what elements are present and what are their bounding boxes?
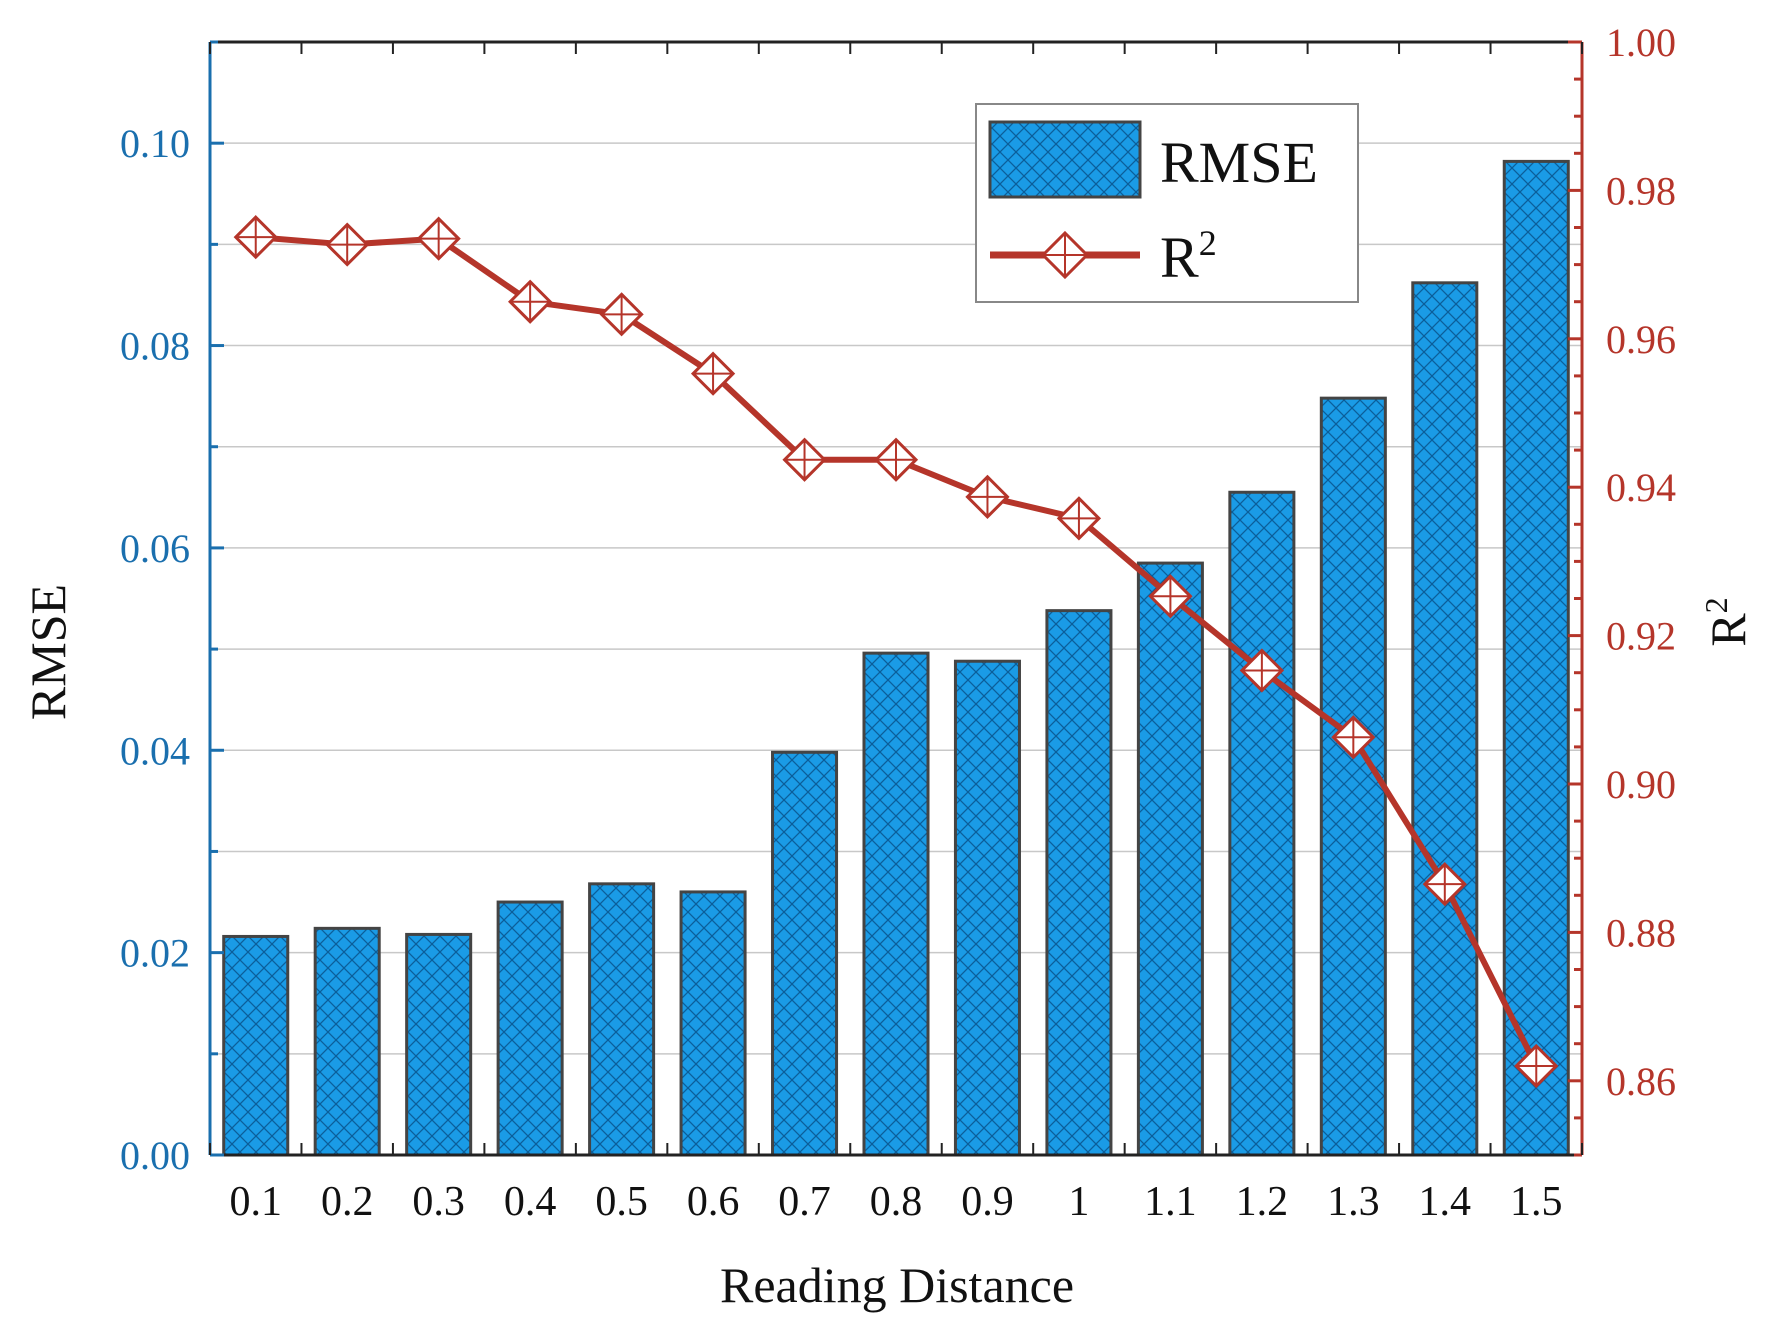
x-axis-label: Reading Distance — [720, 1257, 1074, 1313]
y-right-tick-label: 0.94 — [1606, 465, 1676, 510]
rmse-bar — [771, 750, 839, 1157]
x-tick-label: 0.4 — [504, 1179, 557, 1225]
rmse-bar — [496, 900, 564, 1157]
rmse-bar — [1502, 159, 1570, 1157]
x-tick-label: 1 — [1068, 1179, 1089, 1225]
x-tick-label: 1.1 — [1144, 1179, 1197, 1225]
x-tick-label: 0.2 — [321, 1179, 374, 1225]
y-right-tick-label: 0.88 — [1606, 910, 1676, 955]
legend-rmse-label: RMSE — [1160, 130, 1318, 195]
x-tick-label: 1.4 — [1419, 1179, 1472, 1225]
y-right-tick-label: 0.92 — [1606, 614, 1676, 659]
legend-marker — [1040, 230, 1090, 280]
x-tick-label: 1.5 — [1510, 1179, 1563, 1225]
y-right-tick-label: 1.00 — [1606, 20, 1676, 65]
x-tick-label: 1.2 — [1236, 1179, 1289, 1225]
r2-marker — [1331, 715, 1376, 760]
r2-marker — [873, 437, 919, 482]
y-axis-right-label: R2 — [1698, 597, 1756, 646]
rmse-bar — [1045, 609, 1113, 1157]
y-left-tick-label: 0.06 — [120, 526, 190, 571]
y-left-tick-label: 0.02 — [120, 931, 190, 976]
rmse-bars — [222, 159, 1570, 1157]
r2-marker — [690, 351, 736, 396]
y-right-tick-label: 0.96 — [1606, 317, 1676, 362]
x-tick-label: 0.3 — [412, 1179, 465, 1225]
r2-marker — [1148, 574, 1193, 619]
x-tick-label: 0.1 — [229, 1179, 282, 1225]
x-tick-label: 0.5 — [595, 1179, 648, 1225]
rmse-bar — [953, 659, 1021, 1157]
rmse-bar — [1136, 561, 1204, 1157]
x-tick-label: 0.8 — [870, 1179, 923, 1225]
axes: 0.00 0.02 0.04 0.06 0.08 0.10 0.86 0.88 0.90 0.92… — [120, 20, 1676, 1225]
r2-line — [233, 215, 1559, 1089]
r2-marker — [508, 279, 553, 324]
rmse-bar — [862, 651, 930, 1157]
rmse-bar — [405, 932, 473, 1157]
r2-marker — [1514, 1043, 1559, 1089]
rmse-bar — [679, 890, 747, 1157]
r2-marker — [782, 437, 827, 482]
y-right-tick-label: 0.86 — [1606, 1059, 1676, 1104]
y-axis-left-label: RMSE — [20, 584, 76, 720]
y-right-tick-label: 0.90 — [1606, 762, 1676, 807]
legend: RMSE R2 — [975, 103, 1359, 303]
rmse-bar — [222, 934, 290, 1157]
y-left-tick-label: 0.10 — [120, 121, 190, 166]
rmse-bar — [313, 926, 381, 1157]
x-tick-label: 0.7 — [778, 1179, 831, 1225]
x-tick-label: 0.9 — [961, 1179, 1014, 1225]
r2-marker — [325, 222, 370, 267]
legend-r2-label: R2 — [1160, 223, 1217, 290]
y-left-tick-label: 0.08 — [120, 324, 190, 369]
rmse-bar — [588, 882, 656, 1157]
r2-marker — [599, 292, 644, 337]
rmse-bar — [1228, 490, 1296, 1157]
y-left-tick-label: 0.04 — [120, 728, 190, 773]
rmse-bar — [1411, 281, 1479, 1157]
legend-bar-swatch — [988, 120, 1142, 199]
x-tick-label: 0.6 — [687, 1179, 740, 1225]
r2-marker — [965, 474, 1010, 519]
r2-marker — [1422, 862, 1467, 907]
x-tick-label: 1.3 — [1327, 1179, 1380, 1225]
r2-marker — [1239, 648, 1284, 693]
r2-marker — [233, 215, 278, 260]
y-left-tick-label: 0.00 — [120, 1133, 190, 1178]
y-right-tick-label: 0.98 — [1606, 168, 1676, 213]
r2-marker — [1056, 496, 1102, 541]
r2-marker — [416, 216, 461, 261]
